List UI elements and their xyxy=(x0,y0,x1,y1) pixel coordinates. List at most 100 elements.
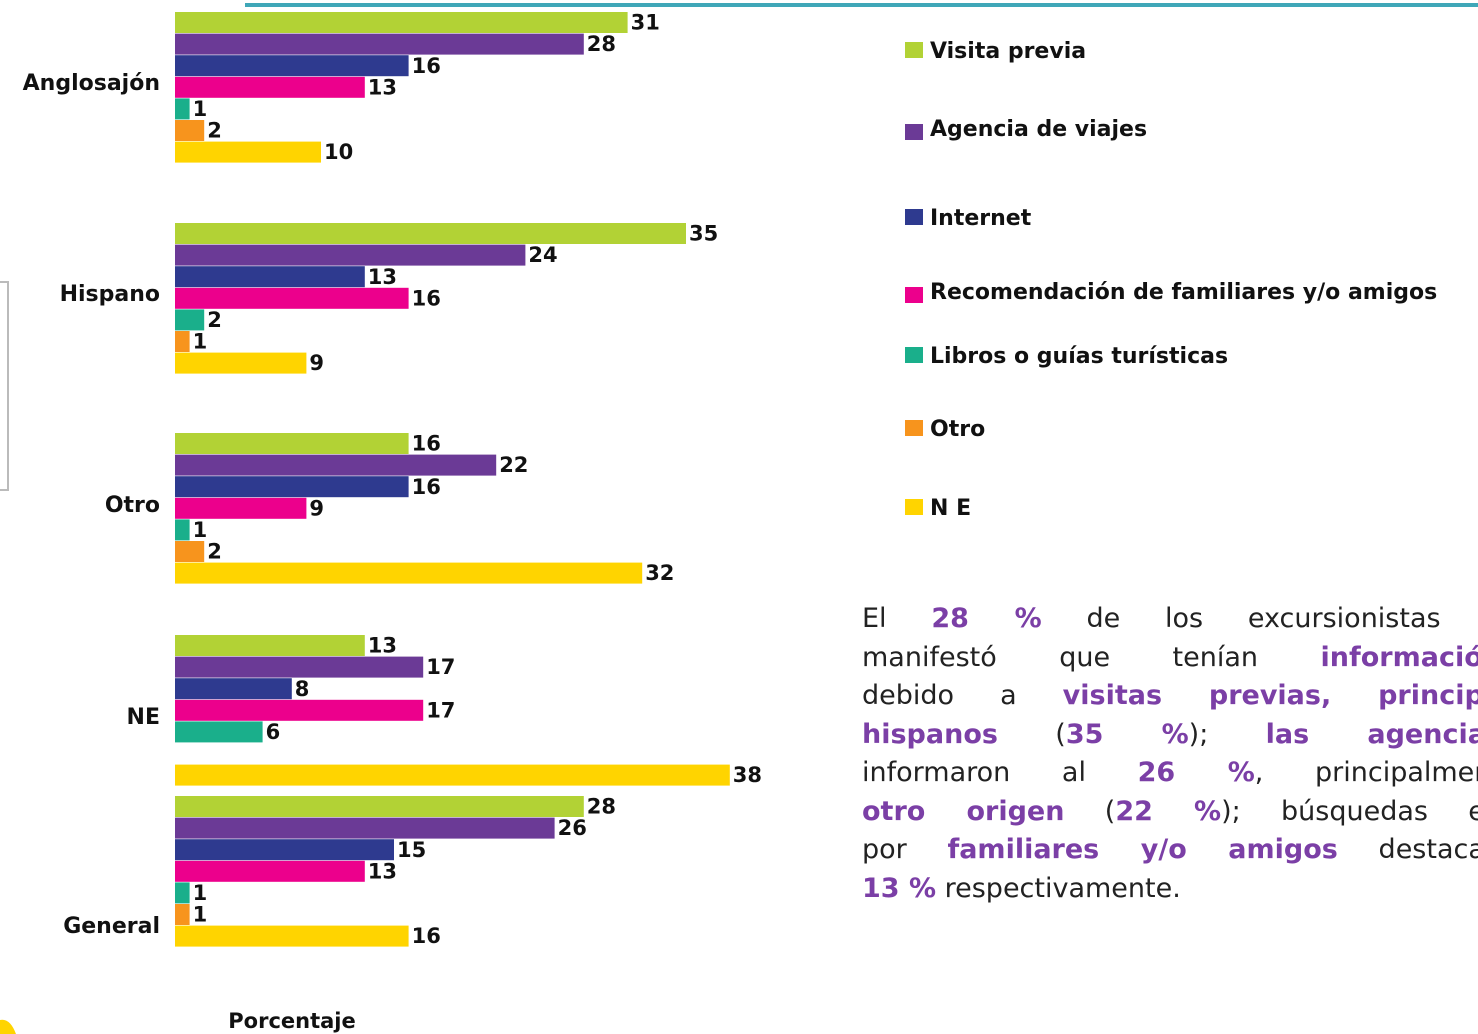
bar xyxy=(175,562,643,584)
text: , principalment xyxy=(1254,757,1478,788)
value-label: 2 xyxy=(207,308,222,332)
text: informaron al xyxy=(862,757,1138,788)
value-label: 6 xyxy=(266,720,281,744)
value-label: 16 xyxy=(412,432,441,456)
bar xyxy=(175,76,365,98)
text: El xyxy=(862,603,932,634)
bar xyxy=(175,33,584,55)
bar xyxy=(175,904,190,925)
text: destacan xyxy=(1378,834,1478,865)
text: respectivamente. xyxy=(936,872,1181,904)
legend-label: Internet xyxy=(930,206,1032,231)
category-label: Anglosajón xyxy=(23,71,160,96)
highlight-text: 35 % xyxy=(1065,718,1189,750)
legend-label: N E xyxy=(930,496,971,521)
value-label: 32 xyxy=(645,561,674,585)
bar xyxy=(175,497,307,519)
value-label: 28 xyxy=(587,795,616,819)
bar xyxy=(175,266,365,288)
paragraph-line: debido a visitas previas, principa xyxy=(862,677,1478,716)
highlight-text: otro origen xyxy=(862,795,1065,827)
legend-swatch xyxy=(905,287,923,303)
bar xyxy=(175,635,365,656)
paragraph-line: manifestó que tenían información xyxy=(862,639,1478,678)
value-label: 2 xyxy=(207,540,222,564)
value-label: 13 xyxy=(368,859,397,883)
bar xyxy=(175,331,190,352)
highlight-text: las agencias xyxy=(1265,718,1478,750)
legend-swatch xyxy=(905,420,923,436)
legend-swatch xyxy=(905,347,923,363)
value-label: 26 xyxy=(558,816,587,840)
legend-label: Agencia de viajes xyxy=(930,117,1147,142)
bar xyxy=(175,223,686,244)
bar xyxy=(175,98,190,120)
paragraph-line: 13 % respectivamente. xyxy=(862,870,1478,909)
highlight-text: 26 % xyxy=(1137,757,1255,788)
value-label: 8 xyxy=(295,677,310,701)
value-label: 38 xyxy=(733,763,762,787)
text: ); xyxy=(1188,718,1266,750)
value-label: 1 xyxy=(193,330,208,354)
highlight-text: 22 % xyxy=(1115,795,1222,827)
value-label: 16 xyxy=(412,924,441,948)
highlight-text: 28 % xyxy=(931,603,1042,634)
x-axis-label: Porcentaje xyxy=(228,1009,355,1033)
paragraph: El 28 % de los excursionistas e manifestó… xyxy=(862,600,1478,908)
bar xyxy=(175,678,292,700)
paragraph-line: hispanos (35 %); las agencias xyxy=(862,716,1478,755)
bar xyxy=(175,352,307,374)
value-label: 10 xyxy=(324,140,353,164)
text: manifestó que tenían xyxy=(862,641,1321,673)
value-label: 13 xyxy=(368,265,397,289)
text: de los excursionistas e xyxy=(1041,603,1478,634)
paragraph-line: informaron al 26 %, principalment xyxy=(862,754,1478,793)
category-label: Hispano xyxy=(60,282,160,307)
value-label: 28 xyxy=(587,32,616,56)
legend-label: Visita previa xyxy=(930,39,1086,64)
value-label: 9 xyxy=(309,351,324,375)
highlight-text: hispanos xyxy=(862,718,998,750)
text: ( xyxy=(1064,795,1116,827)
legend-label: Libros o guías turísticas xyxy=(930,344,1228,369)
value-label: 13 xyxy=(368,634,397,658)
value-label: 35 xyxy=(689,222,718,246)
legend-swatch xyxy=(905,42,923,58)
bar xyxy=(175,860,365,882)
paragraph-line: El 28 % de los excursionistas e xyxy=(862,600,1478,639)
legend-swatch xyxy=(905,499,923,515)
highlight-text: visitas previas, principa xyxy=(1062,680,1478,711)
bar xyxy=(175,925,409,947)
bar xyxy=(175,309,205,331)
highlight-text: información xyxy=(1320,641,1478,673)
bar xyxy=(175,519,190,541)
bar xyxy=(175,141,321,163)
bar xyxy=(175,656,424,678)
value-label: 1 xyxy=(193,518,208,542)
paragraph-line: por familiares y/o amigos destacan xyxy=(862,831,1478,870)
category-label: Otro xyxy=(105,493,160,518)
text: ( xyxy=(997,718,1066,750)
value-label: 24 xyxy=(528,243,557,267)
bar xyxy=(175,839,394,861)
category-label: NE xyxy=(127,705,160,730)
bar xyxy=(175,12,628,33)
value-label: 31 xyxy=(631,11,660,35)
value-label: 16 xyxy=(412,475,441,499)
value-label: 1 xyxy=(193,903,208,927)
bar xyxy=(175,244,526,266)
text: ); búsquedas en xyxy=(1221,795,1478,827)
bar xyxy=(175,817,555,839)
highlight-text: 13 % xyxy=(862,872,937,904)
value-label: 15 xyxy=(397,838,426,862)
value-label: 16 xyxy=(412,286,441,310)
value-label: 2 xyxy=(207,119,222,143)
legend-label: Otro xyxy=(930,417,985,442)
bar xyxy=(175,454,497,476)
legend-swatch xyxy=(905,209,923,225)
side-bracket xyxy=(0,281,9,491)
text: debido a xyxy=(862,680,1063,711)
bar xyxy=(175,699,424,721)
